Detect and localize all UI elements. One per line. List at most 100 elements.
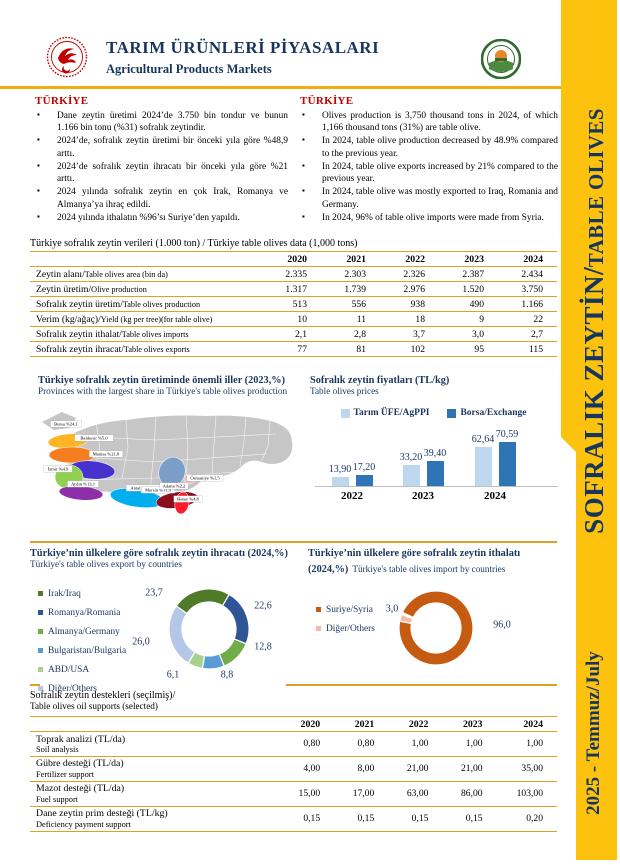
section-divider-rule (30, 541, 557, 543)
value-cell: 513 (262, 296, 321, 312)
value-cell: 0,15 (334, 806, 389, 832)
legend-swatch (38, 591, 43, 596)
legend-label: Diğer/Others (48, 683, 97, 694)
value-cell: 3,0 (439, 326, 498, 342)
bullet-text: 2024’de sofralık zeytin ihracatı bir önc… (57, 161, 288, 185)
supports-title-en: Table olives oil supports (selected) (30, 701, 158, 711)
bar-exchange (355, 475, 373, 486)
supports-table: 2020 2021 2022 2023 2024 Toprak analizi (TL/… (30, 716, 557, 832)
year-column-header: 2021 (321, 251, 380, 267)
legend-label: Tarım ÜFE/AgPPI (353, 408, 430, 418)
row-label-tr: Zeytin üretim/ (36, 283, 92, 295)
row-label-en: Olive production (91, 284, 147, 294)
value-cell: 0,80 (280, 731, 335, 757)
value-cell: 22 (498, 311, 557, 327)
donut-slice-irak (175, 588, 231, 615)
x-axis-tick-label: 2024 (484, 490, 506, 502)
x-axis-line (315, 486, 558, 487)
export-donut-chart (168, 588, 250, 670)
value-cell: 2,8 (321, 326, 380, 342)
legend-item: Bulgaristan/Bulgaria (38, 641, 126, 660)
legend-label: Romanya/Romania (48, 607, 121, 618)
donut-slice-almanya (218, 638, 247, 667)
ministry-logo (46, 36, 88, 78)
row-label-tr: Sofralık zeytin ithalat/ (36, 328, 122, 340)
legend-swatch (316, 607, 321, 612)
bullet-text: 2024’de, sofralık zeytin üretimi bir önc… (57, 136, 288, 159)
donut-slice-romanya (221, 593, 250, 645)
legend-item: Diğer/Others (38, 679, 126, 698)
legend-swatch (38, 648, 43, 653)
value-cell: 2.326 (380, 266, 439, 282)
province-label: İzmir %4,9 (43, 465, 73, 473)
value-cell: 2.976 (380, 281, 439, 297)
bullet-item: ▪ In 2024, table olive was mostly exporte… (300, 186, 558, 210)
bullet-item: ▪ In 2024, table olive exports increased … (300, 161, 558, 185)
bullet-text: In 2024, table olive production decrease… (322, 136, 558, 159)
bullet-square-icon: ▪ (37, 211, 40, 221)
donut-slice-diğer (168, 605, 196, 664)
table-row: Verim (kg/ağaç)/Yield (kg per tree)(for … (30, 311, 557, 327)
highlights-turkish: TÜRKİYE ▪ Dane zeytin üretimi 2024’de 3.7… (35, 95, 288, 225)
value-cell: 0,20 (496, 806, 557, 832)
year-column-header: 2023 (442, 716, 497, 732)
value-cell: 8,00 (334, 756, 389, 782)
province-label: Osmaniye %1,5 (186, 474, 224, 482)
legend-label: Diğer/Others (326, 623, 375, 634)
price-chart-title: Sofralık zeytin fiyatları (TL/kg) (310, 375, 450, 386)
table-row: Sofralık zeytin üretim/Table olives prod… (30, 296, 557, 312)
bullet-square-icon: ▪ (302, 110, 305, 119)
row-label: Zeytin alanı/Table olives area (bin da) (30, 266, 262, 282)
bullet-square-icon: ▪ (302, 211, 305, 221)
row-label-en: Table olives area (bin da) (84, 269, 168, 279)
value-cell: 2,7 (498, 326, 557, 342)
bullet-item: ▪ In 2024, 96% of table olive imports wer… (300, 212, 558, 224)
legend-swatch (316, 626, 321, 631)
row-label-tr: Verim (kg/ağaç)/ (36, 313, 101, 325)
legend-item: Diğer/Others (316, 619, 375, 638)
price-chart-block: Sofralık zeytin fiyatları (TL/kg) Table … (310, 375, 558, 525)
year-column-header: 2020 (262, 251, 321, 267)
import-chart-block: Türkiye’nin ülkelere göre sofralık zeyti… (308, 548, 557, 690)
price-chart-plot: 2022 13,90 17,20 2023 33,20 39,40 2024 62,64 70,… (310, 375, 558, 525)
legend-swatch (340, 408, 350, 418)
legend-item: Tarım ÜFE/AgPPI (340, 408, 430, 418)
row-label-tr: Sofralık zeytin ihracat/ (36, 343, 124, 355)
value-cell: 2.303 (321, 266, 380, 282)
year-column-header: 2022 (388, 716, 443, 732)
year-column-header: 2021 (334, 716, 389, 732)
legend-label: Bulgaristan/Bulgaria (48, 645, 127, 656)
legend-swatch (447, 408, 457, 418)
sidebar-topic-en: TABLE OLIVES (584, 108, 608, 268)
bullet-square-icon: ▪ (302, 135, 305, 145)
bullet-text: In 2024, 96% of table olive imports were… (322, 212, 544, 223)
value-cell: 63,00 (388, 781, 443, 807)
olive-data-table-title: Türkiye sofralık zeytin verileri (1.000 … (30, 238, 358, 249)
donut-slice-diğer (398, 613, 414, 625)
value-cell: 1.166 (498, 296, 557, 312)
bar-agppi (402, 465, 420, 486)
value-cell: 1.520 (439, 281, 498, 297)
table-row: Zeytin üretim/Olive production 1.317 1.739… (30, 281, 557, 297)
highlights-en-heading: TÜRKİYE (300, 95, 354, 107)
bullet-square-icon: ▪ (302, 160, 305, 170)
highlights-tr-list: ▪ Dane zeytin üretimi 2024’de 3.750 bin t… (35, 110, 288, 224)
bar-agppi (474, 446, 492, 486)
legend-label: Suriye/Syria (326, 604, 373, 615)
legend-swatch (38, 610, 43, 615)
donut-value-label: 12,8 (254, 641, 272, 653)
row-label: Sofralık zeytin ithalat/Table olives imp… (30, 326, 262, 342)
value-cell: 35,00 (496, 756, 557, 782)
row-label-en: Yield (kg per tree)(for table olive) (100, 314, 213, 324)
table-row: Sofralık zeytin ihracat/Table olives exp… (30, 341, 557, 357)
row-label: Sofralık zeytin üretim/Table olives prod… (30, 296, 262, 312)
map-title: Türkiye sofralık zeytin üretiminde öneml… (38, 375, 286, 386)
svg-text:Mersin %11,9: Mersin %11,9 (145, 488, 172, 494)
bullet-item: ▪ In 2024, table olive production decreas… (300, 135, 558, 159)
sidebar-topic-tr: SOFRALIK ZEYTİN (579, 275, 609, 534)
year-column-header: 2020 (280, 716, 335, 732)
highlights-tr-heading: TÜRKİYE (35, 95, 89, 107)
import-chart-subtitle: Türkiye's table olives import by countri… (352, 564, 506, 574)
export-chart-subtitle: Türkiye's table olives export by countri… (30, 559, 182, 569)
value-cell: 3,7 (380, 326, 439, 342)
